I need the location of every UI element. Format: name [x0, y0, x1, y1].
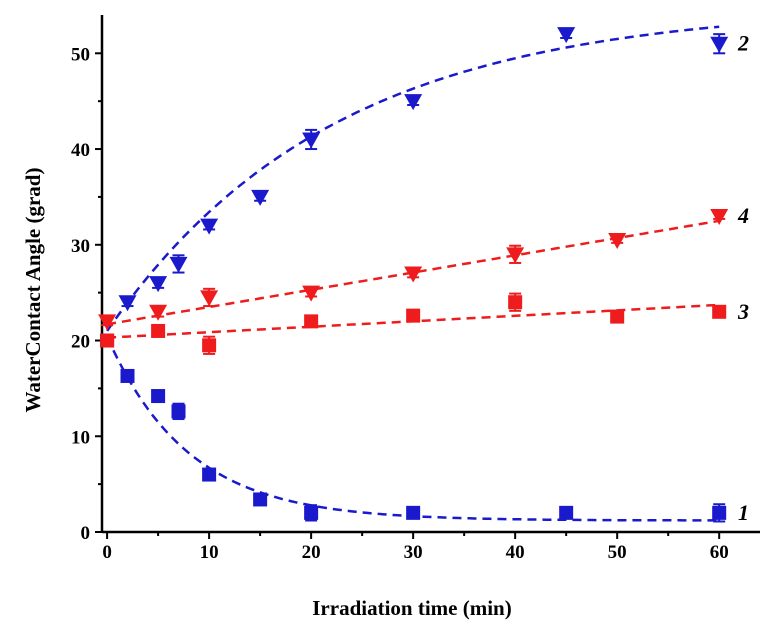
y-tick-label: 10 — [71, 427, 90, 448]
data-point-series-4 — [200, 287, 219, 308]
triangle-marker — [608, 232, 627, 249]
data-point-series-2 — [251, 189, 270, 206]
fit-curve-1 — [105, 336, 720, 522]
square-marker — [100, 333, 115, 348]
y-tick-label: 0 — [81, 523, 91, 544]
data-point-series-3 — [610, 309, 625, 324]
data-point-series-2 — [302, 128, 321, 151]
data-point-series-1 — [559, 505, 574, 520]
data-point-series-1 — [120, 368, 135, 383]
data-point-series-4 — [608, 232, 627, 249]
triangle-marker — [149, 304, 168, 321]
data-point-series-2 — [710, 33, 729, 55]
data-point-series-2 — [118, 295, 137, 312]
y-axis-label: WaterContact Angle (grad) — [21, 168, 45, 413]
triangle-marker — [710, 36, 729, 53]
data-point-series-3 — [712, 304, 727, 319]
triangle-marker — [200, 290, 219, 307]
series-labels: 1 2 3 4 — [737, 31, 749, 525]
square-marker — [712, 505, 727, 520]
data-point-series-2 — [200, 218, 219, 235]
data-point-series-3 — [508, 292, 523, 312]
data-point-series-4 — [302, 285, 321, 302]
square-marker — [253, 492, 268, 507]
data-point-series-4 — [149, 304, 168, 321]
data-point-series-2 — [149, 276, 168, 293]
x-tick-label: 40 — [506, 542, 525, 563]
data-point-series-1 — [202, 467, 217, 482]
triangle-marker — [169, 256, 188, 273]
square-marker — [202, 467, 217, 482]
data-point-series-1 — [712, 503, 727, 523]
data-point-series-1 — [304, 504, 319, 522]
triangle-marker — [251, 189, 270, 206]
triangle-marker — [149, 276, 168, 293]
x-axis-label: Irradiation time (min) — [312, 596, 511, 620]
data-point-series-1 — [406, 505, 421, 520]
series-label-3: 3 — [737, 299, 749, 324]
y-tick-label: 30 — [71, 236, 90, 257]
fit-curve-2 — [106, 25, 720, 332]
data-point-series-1 — [253, 492, 268, 507]
square-marker — [202, 338, 217, 353]
triangle-marker — [118, 295, 137, 312]
triangle-marker — [557, 27, 576, 44]
data-point-series-3 — [406, 308, 421, 323]
data-point-series-3 — [151, 323, 166, 338]
data-points — [98, 27, 729, 523]
series-label-1: 1 — [738, 500, 749, 525]
square-marker — [120, 368, 135, 383]
data-point-series-2 — [557, 27, 576, 44]
series-label-4: 4 — [737, 203, 749, 228]
triangle-marker — [200, 218, 219, 235]
data-point-series-3 — [202, 335, 217, 355]
x-tick-label: 20 — [302, 542, 321, 563]
square-marker — [151, 389, 166, 404]
y-tick-label: 50 — [71, 44, 90, 65]
square-marker — [559, 505, 574, 520]
data-point-series-2 — [169, 254, 188, 274]
square-marker — [304, 505, 319, 520]
square-marker — [508, 295, 523, 310]
square-marker — [151, 323, 166, 338]
triangle-marker — [404, 266, 423, 283]
x-tick-label: 10 — [200, 542, 219, 563]
square-marker — [406, 505, 421, 520]
x-tick-label: 30 — [404, 542, 423, 563]
square-marker — [610, 309, 625, 324]
triangle-marker — [302, 285, 321, 302]
y-tick-label: 20 — [71, 332, 90, 353]
triangle-marker — [302, 132, 321, 149]
data-point-series-2 — [404, 94, 423, 111]
data-point-series-1 — [171, 402, 186, 421]
triangle-marker — [98, 314, 117, 331]
x-tick-label: 50 — [608, 542, 627, 563]
triangle-marker — [506, 247, 525, 264]
triangle-marker — [710, 209, 729, 226]
x-tick-label: 0 — [102, 542, 112, 563]
triangle-marker — [404, 94, 423, 111]
square-marker — [304, 314, 319, 329]
data-point-series-3 — [100, 333, 115, 348]
data-point-series-4 — [404, 266, 423, 283]
square-marker — [171, 404, 186, 419]
axes: 0 10 20 30 40 50 60 0 10 20 30 40 50 — [71, 15, 760, 563]
square-marker — [406, 308, 421, 323]
x-tick-label: 60 — [710, 542, 729, 563]
square-marker — [712, 304, 727, 319]
y-tick-label: 40 — [71, 140, 90, 161]
data-point-series-4 — [710, 209, 729, 226]
data-point-series-3 — [304, 314, 319, 329]
data-point-series-4 — [506, 244, 525, 264]
series-label-2: 2 — [737, 31, 749, 56]
data-point-series-1 — [151, 389, 166, 404]
data-point-series-4 — [98, 314, 117, 331]
